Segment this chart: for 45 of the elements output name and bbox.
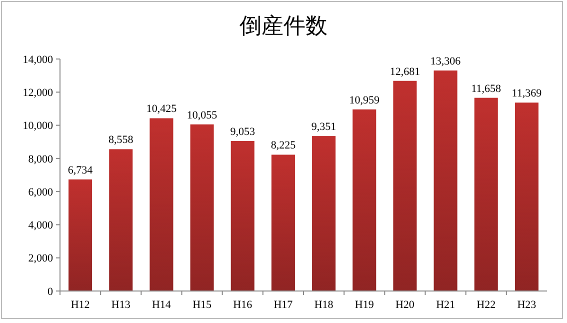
bar	[109, 149, 133, 291]
data-label: 10,055	[186, 109, 218, 122]
x-tick-label: H21	[436, 299, 456, 311]
y-tick-label: 8,000	[28, 153, 54, 166]
x-tick-label: H18	[314, 299, 334, 311]
x-tick-label: H19	[354, 299, 374, 311]
y-tick-label: 6,000	[28, 186, 54, 198]
bar	[150, 118, 174, 291]
bar	[271, 154, 295, 291]
y-tick-label: 12,000	[22, 86, 54, 99]
bar	[514, 102, 538, 291]
data-label: 9,351	[311, 121, 336, 134]
bar	[434, 70, 458, 291]
data-label: 6,734	[68, 164, 94, 176]
x-tick-label: H12	[70, 299, 90, 311]
y-tick-label: 4,000	[28, 220, 54, 232]
bar	[312, 136, 336, 291]
bar	[230, 140, 254, 291]
y-tick-label: 10,000	[22, 120, 54, 132]
x-tick-label: H16	[233, 299, 253, 311]
bar	[190, 124, 214, 291]
bar	[352, 109, 376, 291]
bar	[68, 179, 92, 291]
x-tick-label: H14	[152, 299, 172, 311]
bar	[474, 98, 498, 291]
data-label: 8,558	[108, 134, 134, 146]
bar	[393, 80, 417, 291]
data-label: 13,306	[430, 56, 462, 68]
chart-title: 倒産件数	[240, 13, 328, 38]
x-tick-label: H17	[274, 299, 294, 311]
data-label: 9,053	[230, 126, 256, 138]
x-tick-label: H22	[476, 299, 496, 311]
data-label: 10,959	[349, 94, 380, 106]
x-tick-label: H23	[517, 299, 537, 311]
y-tick-label: 0	[48, 286, 54, 298]
x-tick-label: H20	[395, 299, 415, 311]
y-tick-label: 14,000	[22, 54, 54, 66]
data-label: 8,225	[270, 140, 296, 152]
data-label: 10,425	[146, 103, 178, 116]
data-label: 11,658	[471, 82, 502, 95]
data-label: 12,681	[390, 66, 420, 78]
x-tick-label: H13	[111, 299, 131, 311]
x-tick-label: H15	[192, 299, 212, 311]
data-label: 11,369	[512, 88, 542, 100]
y-tick-label: 2,000	[28, 252, 54, 265]
